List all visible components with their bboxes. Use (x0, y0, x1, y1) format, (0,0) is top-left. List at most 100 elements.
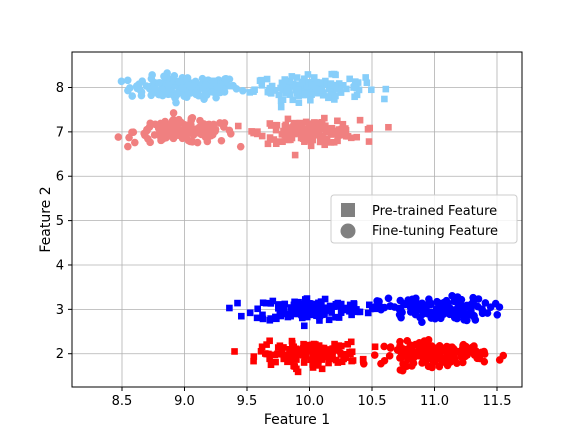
square-data-point (316, 354, 323, 361)
square-data-point (267, 300, 275, 307)
x-tick-label: 11.0 (420, 394, 449, 409)
square-data-point (291, 123, 299, 131)
square-data-point (322, 126, 330, 134)
square-data-point (346, 301, 354, 309)
square-data-point (307, 311, 314, 319)
square-data-point (334, 299, 342, 307)
circle-data-point (421, 353, 429, 362)
plot-frame (71, 51, 523, 388)
square-data-point (315, 362, 322, 369)
square-data-point (335, 126, 343, 133)
square-data-point (271, 87, 279, 94)
circle-data-point (154, 124, 163, 133)
circle-data-point (186, 82, 194, 91)
circle-data-point (390, 303, 399, 311)
square-data-point (301, 132, 309, 140)
circle-data-point (173, 89, 182, 98)
square-data-point (259, 315, 267, 323)
square-data-point (284, 313, 292, 321)
square-data-point (277, 103, 285, 111)
square-data-point (277, 350, 285, 358)
circle-data-point (222, 75, 230, 83)
circle-data-point (384, 294, 393, 303)
circle-data-point (417, 306, 426, 315)
square-data-point (298, 78, 306, 86)
square-data-point (271, 351, 279, 359)
circle-data-point (478, 305, 486, 314)
square-data-point (317, 302, 325, 309)
circle-data-point (403, 336, 412, 345)
circle-data-point (143, 125, 151, 134)
square-data-point (332, 71, 339, 79)
circle-data-point (380, 342, 388, 351)
square-data-point (300, 313, 307, 320)
square-data-point (308, 307, 315, 315)
square-data-point (312, 341, 319, 348)
circle-data-point (148, 71, 156, 79)
circle-data-point (236, 142, 245, 151)
square-data-point (362, 74, 369, 81)
circle-data-point (464, 348, 472, 357)
legend-label-pretrained: Pre-trained Feature (372, 204, 497, 219)
circle-data-point (184, 90, 192, 98)
square-data-point (259, 311, 266, 319)
square-data-point (301, 90, 309, 98)
square-data-point (303, 295, 311, 302)
circle-data-point (201, 89, 209, 98)
square-data-point (316, 138, 324, 146)
square-data-point (270, 136, 278, 143)
square-data-point (325, 94, 332, 102)
circle-data-point (158, 132, 166, 140)
circle-data-point (160, 72, 168, 81)
square-data-point (286, 345, 293, 353)
square-data-point (226, 82, 234, 90)
square-data-point (307, 127, 315, 134)
square-data-point (350, 83, 358, 90)
square-data-point (307, 348, 314, 355)
square-data-point (287, 350, 295, 358)
square-data-point (348, 311, 355, 319)
square-data-point (332, 313, 340, 321)
square-data-point (339, 120, 347, 128)
square-data-point (317, 86, 325, 94)
square-data-point (334, 359, 342, 366)
square-data-point (347, 134, 355, 142)
axis-ticks: 8.5 9.0 9.5 10.0 10.5 11.0 11.5 2 3 4 5 6 7 8 (56, 81, 512, 409)
square-data-point (246, 309, 254, 317)
square-data-point (334, 117, 341, 125)
circle-data-point (397, 353, 406, 361)
square-data-point (210, 77, 218, 85)
y-tick-label: 5 (56, 214, 64, 229)
square-data-point (278, 131, 286, 138)
square-data-point (272, 140, 280, 148)
square-data-point (250, 353, 258, 360)
square-data-point (273, 315, 280, 323)
square-data-point (251, 86, 258, 94)
circle-data-point (128, 92, 137, 100)
square-data-point (303, 83, 311, 90)
square-data-point (301, 353, 308, 360)
square-data-point (282, 135, 290, 143)
square-data-point (381, 95, 388, 103)
square-data-point (355, 86, 363, 94)
square-data-point (226, 304, 233, 312)
circle-data-point (404, 355, 412, 364)
square-data-point (323, 81, 331, 88)
square-data-point (339, 126, 346, 134)
square-data-point (322, 77, 329, 85)
circle-data-point (182, 75, 191, 84)
square-data-point (289, 96, 297, 104)
square-data-point (253, 314, 261, 322)
circle-data-point (155, 79, 163, 87)
square-data-point (266, 84, 274, 92)
square-data-point (279, 96, 287, 103)
square-data-point (258, 76, 265, 84)
circle-data-point (415, 345, 424, 353)
circle-data-point (402, 362, 411, 371)
square-data-point (264, 140, 272, 148)
square-data-point (321, 141, 328, 149)
square-data-point (315, 79, 323, 86)
square-data-point (382, 85, 390, 93)
square-data-point (286, 91, 294, 98)
data-points (114, 69, 508, 376)
